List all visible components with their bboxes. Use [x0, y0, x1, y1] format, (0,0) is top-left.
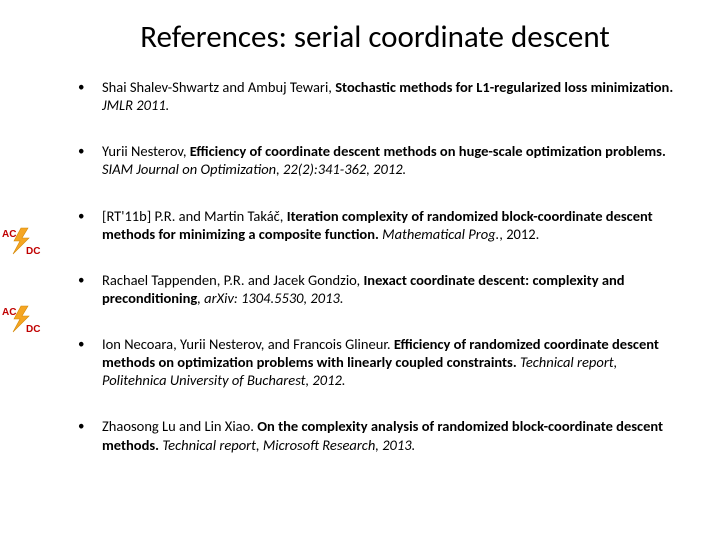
reference-list: • Shai Shalev-Shwartz and Ambuj Tewari, …	[40, 78, 680, 454]
ref-authors: Shai Shalev-Shwartz and Ambuj Tewari,	[102, 78, 335, 96]
reference-item: • [RT'11b] P.R. and Martin Takáč, Iterat…	[40, 207, 680, 243]
bullet-icon: •	[78, 209, 84, 225]
slide: References: serial coordinate descent AC…	[0, 0, 720, 540]
acdc-ac-label: AC	[2, 229, 16, 240]
reference-item: • Rachael Tappenden, P.R. and Jacek Gond…	[40, 271, 680, 307]
ref-title: Stochastic methods for L1-regularized lo…	[335, 78, 673, 96]
ref-venue: , arXiv: 1304.5530, 2013.	[197, 289, 343, 307]
acdc-ac-label: AC	[2, 307, 16, 318]
acdc-icon: AC DC	[0, 304, 42, 334]
slide-title: References: serial coordinate descent	[70, 18, 680, 56]
bullet-icon: •	[78, 80, 84, 96]
ref-authors: Zhaosong Lu and Lin Xiao.	[102, 417, 257, 435]
ref-authors: Ion Necoara, Yurii Nesterov, and Francoi…	[102, 335, 394, 353]
ref-authors: Yurii Nesterov,	[102, 142, 190, 160]
reference-item: • Yurii Nesterov, Efficiency of coordina…	[40, 142, 680, 178]
ref-venue: SIAM Journal on Optimization, 22(2):341-…	[102, 160, 406, 178]
bullet-icon: •	[78, 419, 84, 435]
acdc-icon: AC DC	[0, 226, 42, 256]
reference-item: • Ion Necoara, Yurii Nesterov, and Franc…	[40, 335, 680, 389]
bullet-icon: •	[78, 273, 84, 289]
ref-venue: JMLR 2011.	[102, 96, 169, 114]
acdc-dc-label: DC	[26, 324, 40, 334]
ref-tail: , 2012.	[499, 225, 539, 243]
bullet-icon: •	[78, 337, 84, 353]
bullet-icon: •	[78, 144, 84, 160]
ref-authors: Rachael Tappenden, P.R. and Jacek Gondzi…	[102, 271, 363, 289]
ref-venue: Technical report, Microsoft Research, 20…	[162, 436, 415, 454]
ref-authors: [RT'11b] P.R. and Martin Takáč,	[102, 207, 287, 225]
reference-item: • Shai Shalev-Shwartz and Ambuj Tewari, …	[40, 78, 680, 114]
acdc-dc-label: DC	[26, 246, 40, 256]
ref-venue: Mathematical Prog.	[382, 225, 499, 243]
ref-title: Efficiency of coordinate descent methods…	[190, 142, 666, 160]
reference-item: • Zhaosong Lu and Lin Xiao. On the compl…	[40, 417, 680, 453]
